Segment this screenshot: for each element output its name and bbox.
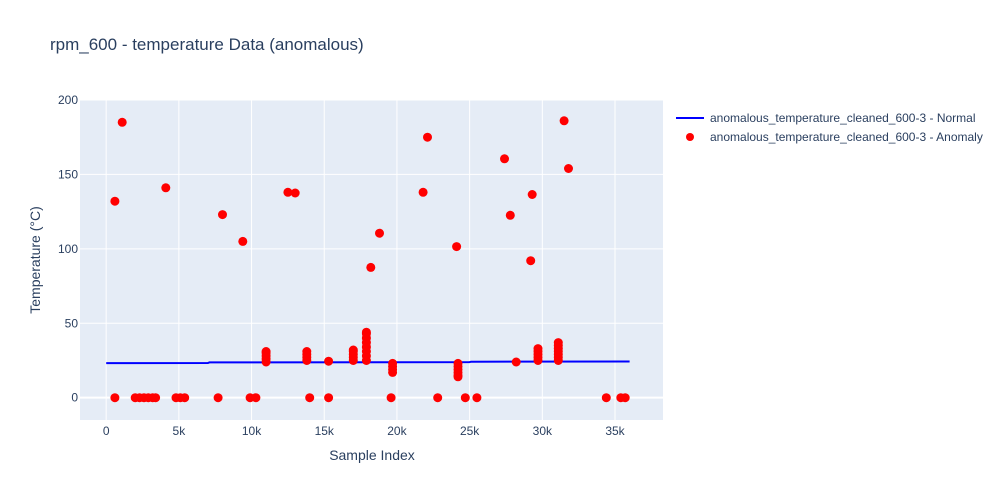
legend[interactable]: anomalous_temperature_cleaned_600-3 - No… — [676, 111, 983, 144]
anomaly-point — [361, 327, 371, 337]
anomaly-point — [348, 345, 358, 355]
anomaly-point — [511, 357, 521, 367]
y-tick-label: 100 — [58, 242, 78, 256]
anomaly-point — [305, 393, 315, 403]
anomaly-point — [500, 154, 509, 164]
y-tick-label: 200 — [58, 93, 78, 107]
x-tick-label: 25k — [460, 424, 480, 438]
anomaly-point — [433, 393, 443, 403]
anomaly-point — [213, 393, 223, 403]
legend-marker-icon — [686, 133, 694, 141]
anomaly-point — [302, 347, 312, 356]
anomaly-point — [388, 367, 398, 377]
anomaly-point — [601, 393, 611, 403]
anomaly-point — [261, 347, 271, 356]
grid — [80, 99, 663, 420]
y-tick-label: 0 — [71, 391, 78, 405]
anomaly-point — [110, 196, 120, 206]
anomaly-point — [324, 356, 334, 366]
x-tick-label: 10k — [242, 424, 262, 438]
anomaly-point — [452, 242, 462, 252]
plot-background — [80, 100, 663, 420]
anomaly-point — [375, 228, 384, 238]
anomaly-point — [386, 393, 396, 403]
anomaly-point — [218, 210, 227, 220]
x-tick-label: 0 — [103, 424, 110, 438]
y-tick-label: 150 — [58, 167, 78, 181]
anomaly-point — [418, 187, 428, 197]
anomaly-point — [553, 338, 563, 348]
x-tick-label: 30k — [533, 424, 553, 438]
x-tick-label: 5k — [173, 424, 187, 438]
anomaly-point — [161, 183, 171, 193]
anomaly-point — [505, 210, 515, 220]
chart-title: rpm_600 - temperature Data (anomalous) — [50, 35, 364, 54]
anomaly-point — [238, 236, 248, 246]
y-tick-labels: 0 50 100 150 200 — [58, 93, 78, 405]
anomaly-point — [533, 344, 543, 354]
anomaly-point — [251, 393, 261, 403]
anomaly-point — [526, 256, 536, 266]
normal-series-line — [106, 360, 630, 365]
y-tick-label: 50 — [65, 316, 79, 330]
anomaly-point — [366, 262, 376, 272]
anomaly-point — [117, 117, 127, 127]
x-tick-label: 35k — [605, 424, 625, 438]
anomaly-point — [620, 393, 630, 403]
anomaly-point — [151, 393, 161, 403]
anomaly-point — [180, 393, 190, 403]
anomaly-point — [564, 164, 573, 173]
anomaly-point — [324, 393, 334, 403]
anomaly-point — [559, 116, 569, 126]
legend-item-anomaly[interactable]: anomalous_temperature_cleaned_600-3 - An… — [686, 130, 983, 144]
anomaly-point — [527, 190, 537, 199]
legend-item-normal[interactable]: anomalous_temperature_cleaned_600-3 - No… — [676, 111, 976, 125]
anomaly-point — [460, 393, 470, 403]
x-tick-label: 20k — [387, 424, 407, 438]
x-axis-title: Sample Index — [329, 447, 415, 463]
anomaly-point — [110, 393, 120, 403]
anomaly-point — [423, 132, 432, 142]
legend-label-normal: anomalous_temperature_cleaned_600-3 - No… — [710, 111, 976, 125]
x-tick-labels: 0 5k 10k 15k 20k 25k 30k 35k — [103, 424, 626, 438]
y-axis-title: Temperature (°C) — [27, 206, 43, 314]
anomaly-point — [453, 372, 463, 382]
legend-label-anomaly: anomalous_temperature_cleaned_600-3 - An… — [710, 130, 983, 144]
anomaly-point — [472, 393, 482, 403]
anomaly-point — [290, 188, 300, 198]
series-layer — [106, 116, 630, 403]
anomaly-point — [283, 187, 293, 197]
x-tick-label: 15k — [315, 424, 335, 438]
